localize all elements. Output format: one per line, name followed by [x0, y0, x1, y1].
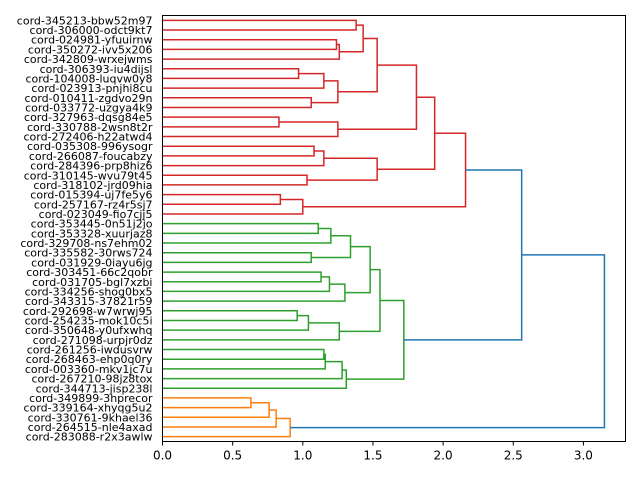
leaf-label: cord-327963-dqsg84e5 [24, 111, 152, 124]
leaf-label: cord-024981-yfuuirnw [31, 34, 153, 47]
dendrogram-link-2 [162, 43, 341, 60]
leaf-label: cord-318102-jrd09hia [33, 179, 152, 192]
leaf-label: cord-031705-bgl7xzbi [32, 276, 152, 289]
leaf-label: cord-334256-shog0bx5 [25, 285, 153, 298]
x-tick-label: 2.0 [434, 449, 453, 463]
leaf-label: cord-345213-bbw52m97 [17, 14, 153, 27]
dendrogram-link-20 [162, 222, 319, 235]
leaf-label: cord-257167-rz4r5sj7 [34, 198, 153, 211]
dendrogram-link-25 [162, 276, 331, 293]
dendrogram-link-5 [162, 72, 325, 89]
dendrogram-link-16 [377, 96, 436, 170]
dendrogram-link-9 [162, 116, 280, 128]
dendrogram-link-36 [346, 299, 405, 380]
dendrogram-link-23 [311, 235, 352, 259]
leaf-label: cord-330788-2wsn8t2r [27, 121, 153, 134]
dendrogram-link-10 [162, 121, 339, 138]
leaf-label: cord-283088-r2x3awlw [26, 431, 153, 444]
leaf-label: cord-267210-98jz8tox [31, 373, 153, 386]
leaf-label: cord-310145-wvu79t45 [24, 169, 153, 182]
dendrogram-link-0 [162, 19, 357, 31]
x-tick-label: 1.5 [363, 449, 382, 463]
dendrogram-link-17 [162, 193, 282, 206]
leaf-label: cord-272406-h22atwd4 [23, 131, 152, 144]
dendrogram-link-34 [162, 360, 343, 380]
dendrogram-link-26 [162, 283, 346, 302]
leaf-label: cord-284396-prp8hiz6 [30, 160, 152, 173]
x-tick-label: 2.5 [504, 449, 523, 463]
dendrogram-link-27 [344, 245, 371, 294]
leaf-labels: cord-345213-bbw52m97cord-306000-odct9kt7… [17, 14, 153, 443]
dendrogram-link-30 [162, 322, 341, 341]
leaf-label: cord-023913-pnjhi8cu [31, 82, 152, 95]
dendrogram-link-38 [162, 397, 252, 409]
leaf-label: cord-335582-30rws724 [24, 247, 152, 260]
dendrogram-link-1 [162, 38, 338, 51]
dendrogram-link-3 [339, 24, 364, 53]
dendrogram-links [162, 19, 606, 438]
leaf-label: cord-023049-fio7cjj5 [39, 208, 153, 221]
dendrogram-link-21 [162, 227, 332, 244]
leaf-label: cord-035308-996ysogr [27, 140, 153, 153]
leaf-label: cord-003360-mkv1jc7u [25, 363, 153, 376]
dendrogram-link-28 [162, 310, 298, 322]
leaf-label: cord-271098-urpjr0dz [33, 334, 153, 347]
x-tick-label: 1.0 [293, 449, 312, 463]
x-tick-label: 3.0 [574, 449, 593, 463]
dendrogram-link-18 [162, 198, 304, 215]
dendrogram-link-13 [162, 150, 325, 167]
dendrogram-link-8 [337, 37, 378, 93]
plot-frame [162, 15, 626, 442]
leaf-label: cord-339164-xhyqg5u2 [24, 402, 153, 415]
leaf-label: cord-306000-odct9kt7 [30, 24, 153, 37]
leaf-label: cord-306393-iu4dijsl [40, 63, 153, 76]
dendrogram-link-22 [162, 251, 312, 264]
dendrogram-link-12 [162, 145, 315, 157]
leaf-label: cord-330761-9khael36 [28, 411, 153, 424]
leaf-label: cord-349899-3hprecor [29, 392, 153, 405]
x-axis: 0.0 0.5 1.0 1.5 2.0 2.5 3.0 [153, 441, 593, 463]
leaf-label: cord-329708-ns7ehm02 [20, 237, 152, 250]
x-tick-label: 0.5 [223, 449, 242, 463]
dendrogram-link-4 [162, 68, 300, 80]
leaf-label: cord-353328-xuurjaz8 [31, 227, 153, 240]
dendrogram-link-40 [162, 409, 277, 428]
leaf-label: cord-010411-zgdvo29n [25, 92, 153, 105]
leaf-label: cord-343315-37821r59 [25, 295, 153, 308]
leaf-label: cord-266087-foucabzy [29, 150, 153, 163]
dendrogram-link-42 [290, 254, 606, 429]
leaf-label: cord-350272-ivv5x206 [28, 43, 153, 56]
leaf-label: cord-104008-luqvw0y8 [25, 72, 152, 85]
dendrogram-link-14 [162, 174, 308, 186]
x-tick-label: 0.0 [153, 449, 172, 463]
leaf-label: cord-261256-iwdusvrw [27, 344, 153, 357]
dendrogram-link-33 [162, 353, 327, 370]
dendrogram-link-29 [162, 314, 310, 331]
leaf-label: cord-031929-0iayu6jg [31, 256, 152, 269]
leaf-label: cord-350648-y0ufxwhq [25, 324, 153, 337]
leaf-label: cord-292698-w7wrwj95 [23, 305, 153, 318]
dendrogram-link-19 [302, 132, 467, 208]
dendrogram-link-6 [162, 97, 312, 109]
leaf-label: cord-303451-66c2qobr [26, 266, 153, 279]
leaf-label: cord-254235-mok10c5i [25, 314, 153, 327]
dendrogram-link-37 [403, 169, 523, 341]
leaf-label: cord-268463-ehp0q0ry [26, 353, 153, 366]
leaf-label: cord-264515-nle4axad [28, 421, 153, 434]
leaf-label: cord-033772-uzgya4k9 [25, 101, 152, 114]
leaf-label: cord-015394-uj7fe5y6 [30, 189, 152, 202]
dendrogram-link-32 [162, 348, 325, 360]
dendrogram-link-15 [307, 157, 378, 181]
leaf-label: cord-353445-0n51j2jo [31, 218, 153, 231]
dendrogram-link-39 [162, 402, 270, 419]
leaf-label: cord-344713-jisp238l [36, 382, 153, 395]
dendrogram-link-11 [337, 64, 418, 131]
dendrogram-link-24 [162, 271, 322, 283]
leaf-label: cord-342809-wrxejwms [24, 53, 153, 66]
